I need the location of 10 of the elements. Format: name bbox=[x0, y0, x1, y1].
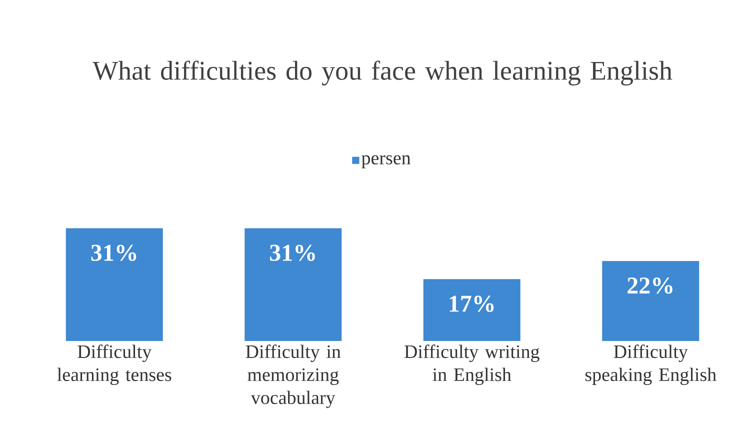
x-tick-label: Difficulty writing in English bbox=[404, 344, 540, 386]
x-tick-label: Difficulty in memorizing vocabulary bbox=[246, 344, 341, 408]
data-label: 22% bbox=[628, 277, 672, 294]
data-label: 17% bbox=[450, 296, 494, 312]
x-tick-label: Difficulty learning tenses bbox=[57, 344, 172, 386]
chart-title: What difficulties do you face when learning English bbox=[92, 60, 672, 86]
x-tick-label: Difficulty speaking English bbox=[585, 344, 716, 386]
data-label: 31% bbox=[270, 244, 315, 262]
data-label: 31% bbox=[91, 244, 136, 262]
legend-label: persen bbox=[362, 155, 411, 168]
